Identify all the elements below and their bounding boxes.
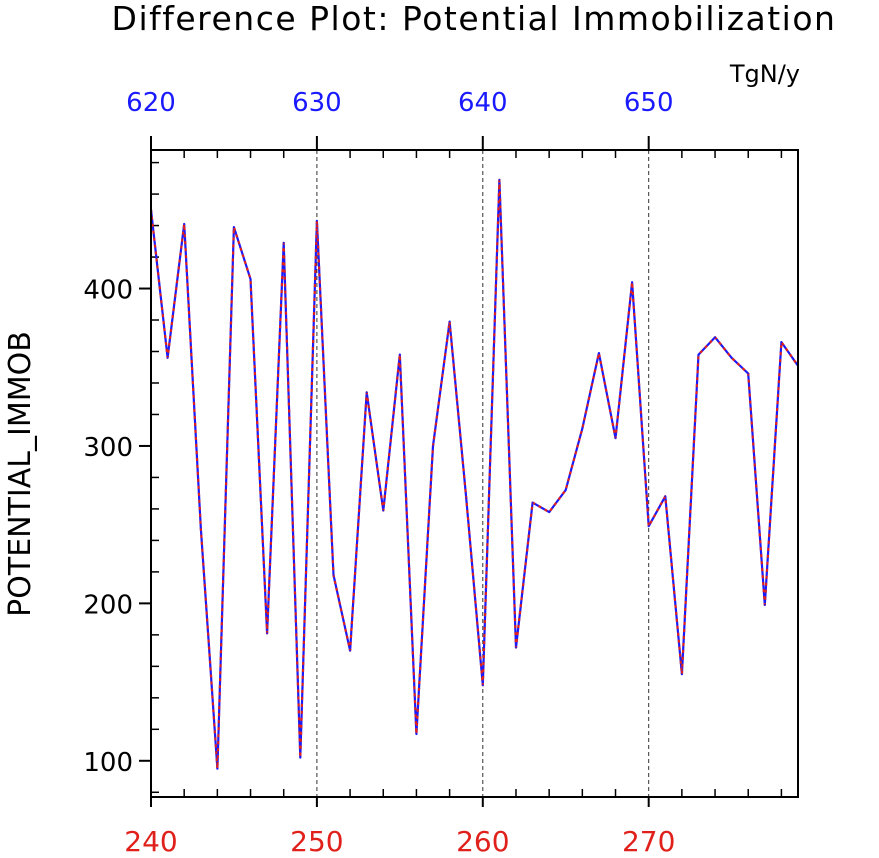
x-tick-label-top: 630 bbox=[292, 88, 342, 118]
grid-lines bbox=[316, 150, 650, 797]
tick-labels: 240 250 260 270 620 630 640 650 100 200 300 400 bbox=[83, 88, 675, 858]
data-point bbox=[548, 511, 551, 513]
data-point bbox=[481, 684, 484, 687]
data-point bbox=[680, 673, 683, 676]
data-point bbox=[249, 278, 252, 280]
data-point bbox=[266, 632, 269, 635]
data-point bbox=[581, 427, 584, 430]
data-point bbox=[183, 223, 186, 225]
data-point bbox=[415, 733, 418, 735]
y-tick-label: 400 bbox=[83, 276, 133, 306]
units-label: TgN/y bbox=[729, 60, 800, 88]
data-point bbox=[780, 341, 783, 343]
data-point bbox=[315, 219, 318, 222]
data-point bbox=[432, 445, 434, 447]
series-group bbox=[149, 178, 799, 770]
axis-ticks bbox=[139, 136, 783, 807]
x-tick-label-bottom: 250 bbox=[290, 825, 343, 858]
data-point bbox=[349, 649, 351, 652]
x-tick-label-bottom: 270 bbox=[622, 825, 675, 858]
x-tick-label-bottom: 240 bbox=[124, 825, 177, 858]
data-point bbox=[465, 497, 468, 499]
data-point bbox=[299, 756, 302, 759]
data-point bbox=[233, 226, 235, 229]
x-tick-label-top: 620 bbox=[126, 88, 176, 118]
y-axis-label: POTENTIAL_IMMOB bbox=[3, 331, 38, 617]
data-point bbox=[365, 391, 368, 394]
data-point bbox=[498, 179, 501, 181]
data-point bbox=[697, 353, 700, 356]
x-tick-label-bottom: 260 bbox=[456, 825, 509, 858]
data-point bbox=[631, 281, 634, 284]
data-point bbox=[398, 353, 401, 356]
data-point bbox=[216, 767, 219, 770]
plot-frame bbox=[150, 149, 799, 798]
data-point bbox=[730, 356, 733, 359]
x-tick-label-top: 650 bbox=[624, 88, 674, 118]
data-point bbox=[614, 437, 617, 439]
data-point bbox=[382, 509, 385, 512]
data-point bbox=[199, 526, 202, 529]
data-point bbox=[763, 604, 766, 606]
data-point bbox=[166, 356, 169, 359]
data-point bbox=[747, 372, 750, 375]
data-point bbox=[282, 241, 285, 244]
y-tick-label: 100 bbox=[83, 748, 133, 778]
data-point bbox=[332, 574, 335, 576]
x-tick-label-top: 640 bbox=[458, 88, 508, 118]
y-tick-label: 200 bbox=[83, 590, 133, 620]
data-point bbox=[515, 646, 517, 649]
y-tick-label: 300 bbox=[83, 433, 133, 463]
data-point bbox=[664, 495, 667, 498]
series-line-dashed bbox=[149, 178, 799, 770]
data-point bbox=[598, 352, 600, 354]
data-point bbox=[714, 336, 716, 339]
data-point bbox=[564, 489, 567, 491]
data-point bbox=[647, 525, 650, 528]
data-point bbox=[448, 320, 451, 323]
data-point bbox=[531, 501, 534, 504]
chart-title: Difference Plot: Potential Immobilizatio… bbox=[112, 0, 837, 38]
